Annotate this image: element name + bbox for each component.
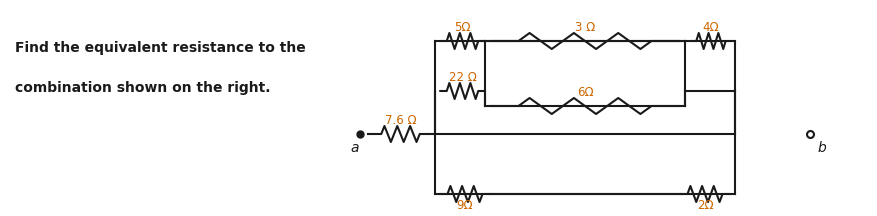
Text: 22 Ω: 22 Ω [448, 71, 476, 84]
Text: 7.6 Ω: 7.6 Ω [384, 114, 416, 127]
Text: b: b [817, 141, 826, 155]
Text: a: a [350, 141, 359, 155]
Text: 3 Ω: 3 Ω [574, 21, 595, 34]
Text: 5Ω: 5Ω [453, 21, 470, 34]
Text: 9Ω: 9Ω [456, 199, 473, 212]
Text: 6Ω: 6Ω [576, 86, 593, 99]
Text: 4Ω: 4Ω [702, 21, 718, 34]
Text: Find the equivalent resistance to the: Find the equivalent resistance to the [15, 41, 305, 55]
Text: 2Ω: 2Ω [695, 199, 712, 212]
Text: combination shown on the right.: combination shown on the right. [15, 81, 270, 95]
